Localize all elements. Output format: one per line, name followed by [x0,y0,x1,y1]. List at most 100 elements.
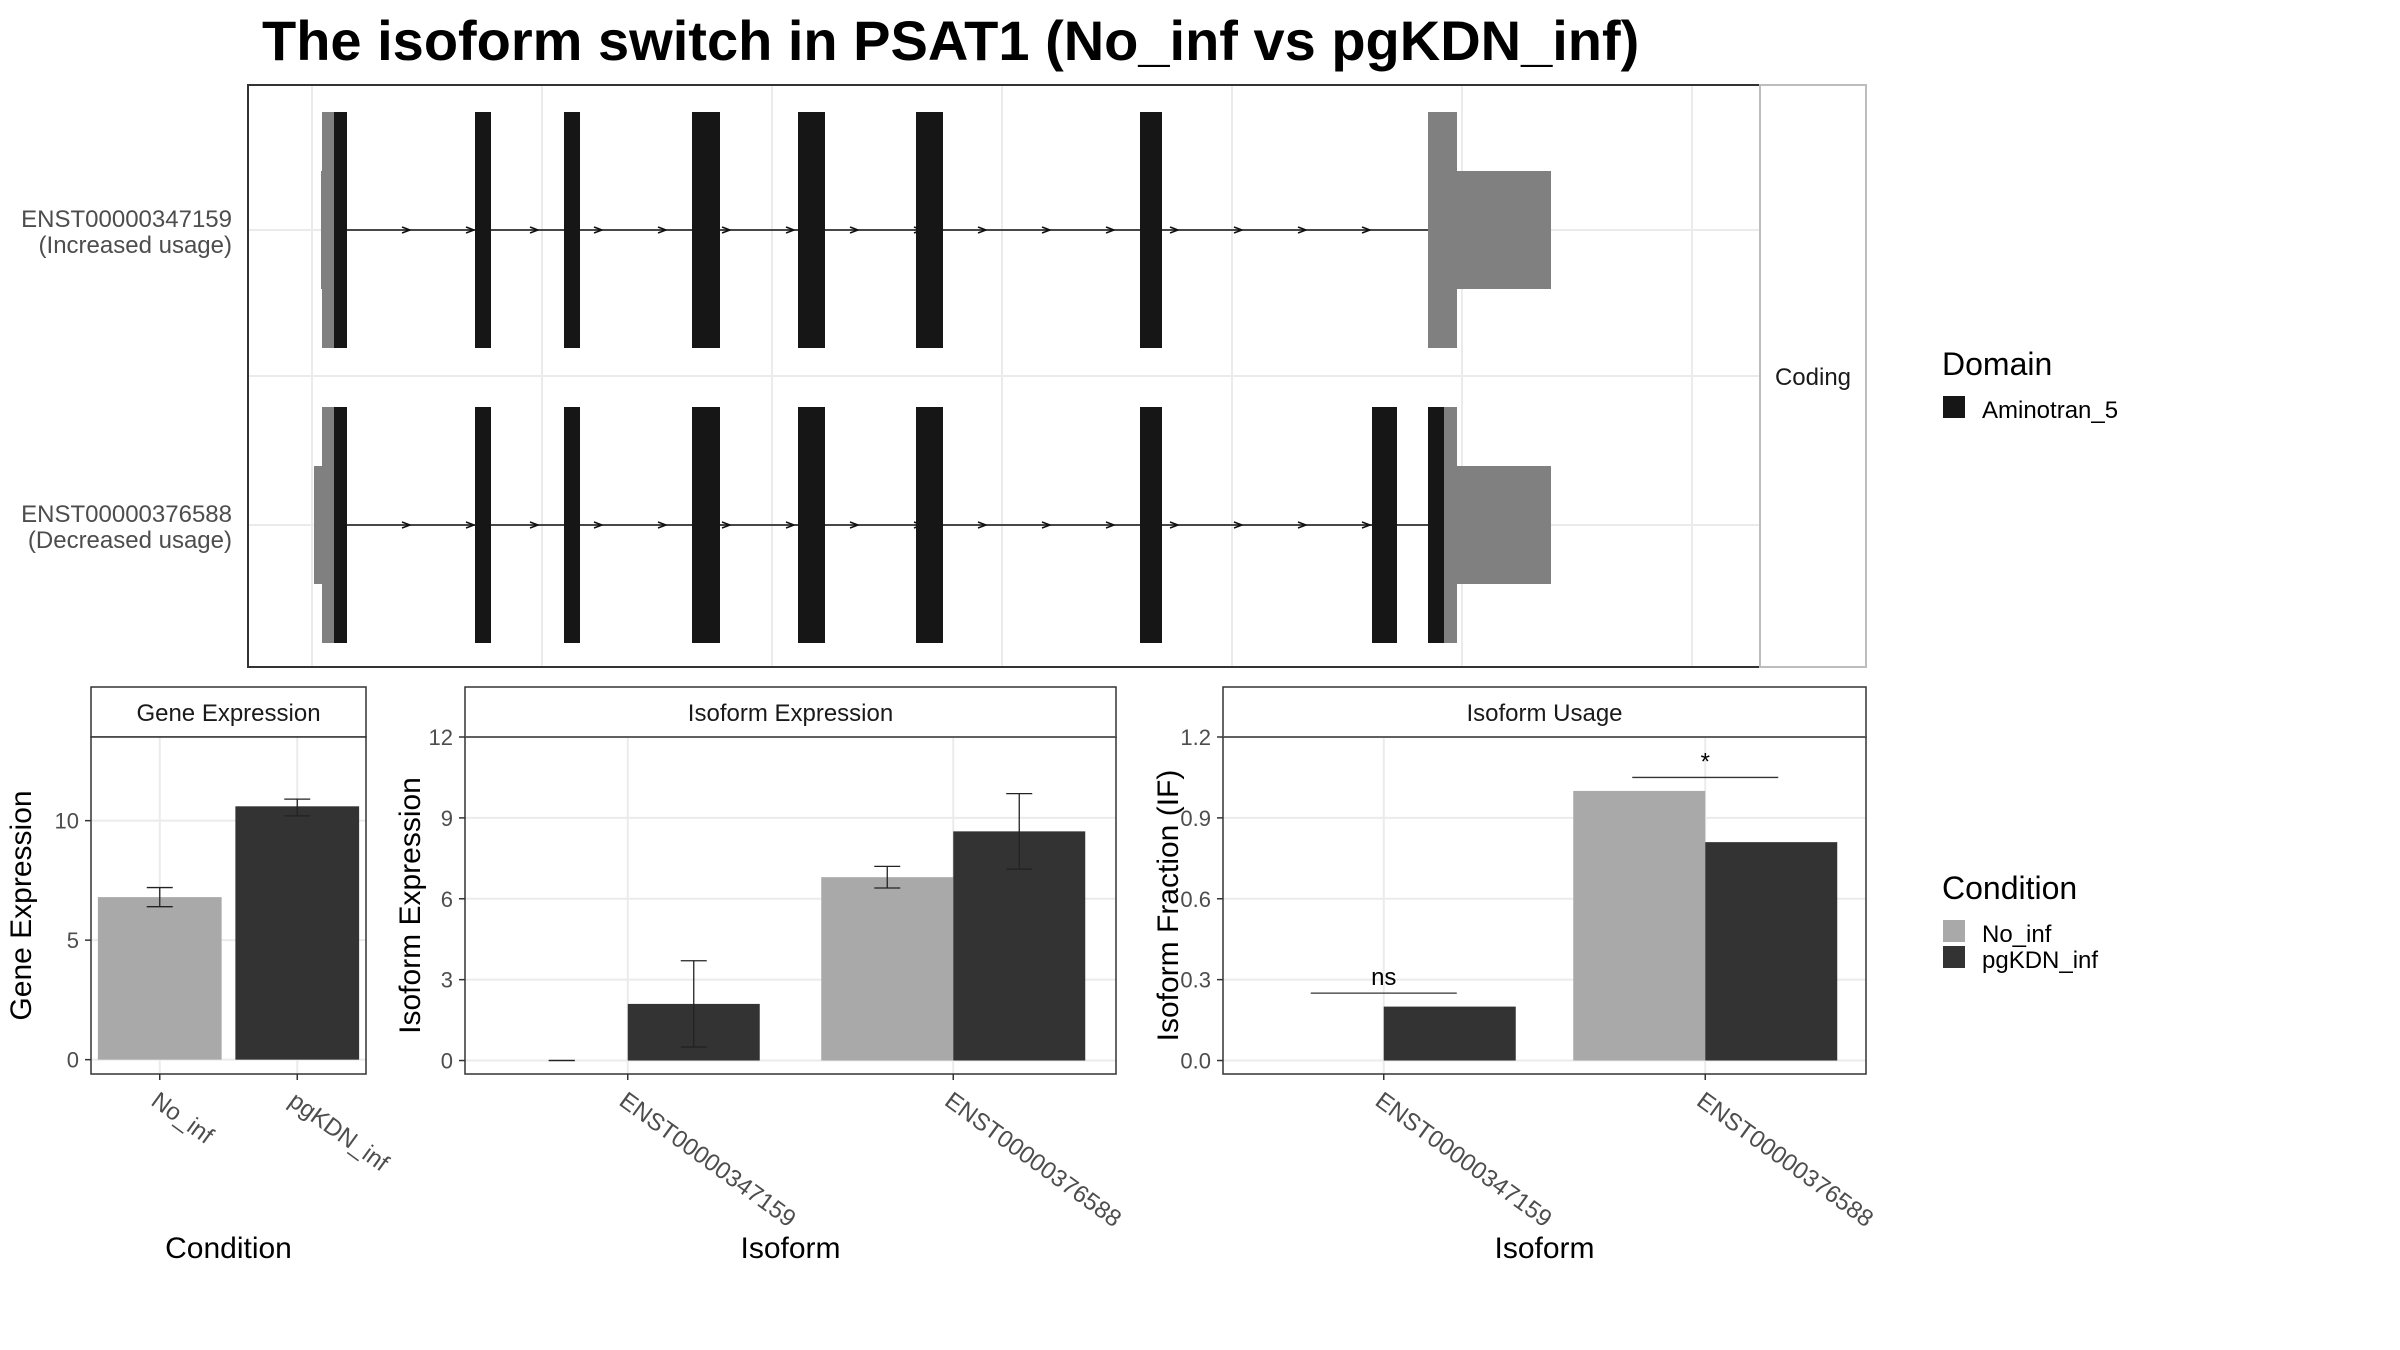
intron-arrow [1105,521,1117,529]
panel-border [90,736,367,1075]
intron-arrow [529,226,541,234]
coding-exon [334,112,347,348]
y-axis-title: Isoform Fraction (IF) [1152,770,1185,1042]
coding-exon [1372,407,1397,643]
figure-title: The isoform switch in PSAT1 (No_inf vs p… [262,9,1640,72]
chart-panel-1: Isoform Expression 0 3 6 9 12 ENST00000347159 E… [394,686,1126,1265]
y-axis-title: Isoform Expression [394,777,427,1034]
x-tick-label: ENST00000347159 [1370,1087,1556,1233]
x-tick-label: ENST00000347159 [614,1087,800,1233]
y-tick-label: 0.6 [1180,887,1211,912]
coding-exon [564,112,580,348]
intron-arrow [1297,521,1309,529]
coding-exon [692,407,720,643]
panel-title: Gene Expression [136,700,320,727]
utr-3 [1444,407,1457,643]
intron-arrow [465,521,477,529]
intron-arrow [529,521,541,529]
coding-exon [334,407,347,643]
significance-label: ns [1371,964,1396,991]
panel-border [464,736,1117,1075]
x-tick-label: ENST00000376588 [940,1087,1126,1233]
transcript-usage: (Decreased usage) [28,527,232,554]
intron-arrow [785,226,797,234]
coding-exon [1140,407,1162,643]
x-axis-title: Isoform [1494,1232,1594,1265]
intron-arrow [593,521,605,529]
panel-title: Isoform Usage [1466,700,1622,727]
intron-arrow [657,521,669,529]
coding-exon [798,112,825,348]
transcript-row: ENST00000347159(Increased usage) [21,112,1759,348]
transcript-id: ENST00000376588 [21,501,232,528]
transcript-usage: (Increased usage) [39,232,232,259]
x-tick-label: pgKDN_inf [284,1087,394,1177]
intron-arrow [1169,226,1181,234]
intron-arrow [1361,226,1373,234]
bar [1383,1006,1516,1061]
y-tick-label: 3 [441,968,453,993]
intron-arrow [721,521,733,529]
intron-arrow [401,226,413,234]
utr-3 [1428,112,1457,348]
intron-arrow [977,226,989,234]
intron-arrow [657,226,669,234]
coding-exon [564,407,580,643]
intron-arrow [1169,521,1181,529]
significance-label: * [1701,748,1710,775]
intron-arrow [1105,226,1117,234]
y-axis-title: Gene Expression [5,790,38,1020]
intron-arrow [977,521,989,529]
domain-legend-title: Domain [1942,346,2052,382]
coding-exon [475,112,491,348]
coding-exon [798,407,825,643]
intron-arrow [593,226,605,234]
strip-label: Coding [1775,364,1851,391]
y-tick-label: 5 [67,928,79,953]
intron-arrow [721,226,733,234]
y-tick-label: 0 [67,1048,79,1073]
x-tick-label: No_inf [146,1087,218,1150]
intron-arrow [1361,521,1373,529]
panel-border [1222,736,1867,1075]
intron-arrow [465,226,477,234]
y-tick-label: 12 [429,725,453,750]
coding-exon [475,407,491,643]
transcript-row: ENST00000376588(Decreased usage) [21,407,1759,643]
y-tick-label: 9 [441,806,453,831]
condition-legend-title: Condition [1942,870,2077,906]
intron-arrow [849,226,861,234]
panel-strip [1222,686,1867,738]
y-tick-label: 0.0 [1180,1049,1211,1074]
panel-title: Isoform Expression [688,700,893,727]
y-tick-label: 0 [441,1049,453,1074]
condition-legend-label: pgKDN_inf [1982,947,2098,974]
y-tick-label: 10 [55,809,79,834]
coding-exon [916,407,943,643]
intron-arrow [1041,226,1053,234]
x-axis-title: Condition [165,1232,292,1265]
bar [235,806,360,1060]
intron-arrow [849,521,861,529]
intron-arrow [1233,521,1245,529]
x-tick-label: ENST00000376588 [1692,1087,1878,1233]
y-tick-label: 1.2 [1180,725,1211,750]
intron-arrow [1297,226,1309,234]
intron-arrow [1233,226,1245,234]
bar [1573,790,1706,1061]
domain-legend-swatch [1943,396,1965,418]
intron-arrow [1041,521,1053,529]
bar [1705,842,1838,1061]
chart-panel-2: Isoform Usage 0.0 0.3 0.6 0.9 1.2 ns * ENST00000… [1152,686,1878,1265]
bar [821,877,954,1061]
utr-3 [1457,171,1551,289]
coding-exon [1428,407,1444,643]
coding-exon [692,112,720,348]
y-tick-label: 0.3 [1180,968,1211,993]
utr-exon [322,407,334,643]
bar [97,897,222,1060]
domain-legend-label: Aminotran_5 [1982,397,2118,424]
condition-legend-swatch [1943,920,1965,942]
intron-arrow [401,521,413,529]
